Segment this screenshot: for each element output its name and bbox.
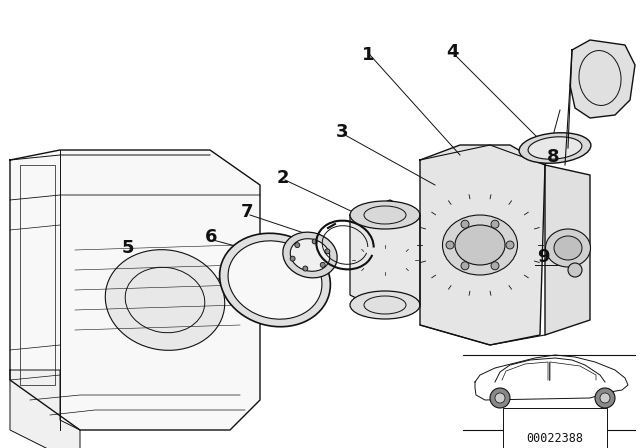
- Text: 8: 8: [547, 148, 559, 166]
- Circle shape: [461, 220, 469, 228]
- Ellipse shape: [519, 133, 591, 163]
- Ellipse shape: [455, 225, 505, 265]
- Text: 4: 4: [445, 43, 458, 61]
- Circle shape: [506, 241, 514, 249]
- Circle shape: [461, 262, 469, 270]
- Ellipse shape: [291, 239, 330, 271]
- Ellipse shape: [350, 201, 420, 229]
- Polygon shape: [545, 165, 590, 335]
- Circle shape: [491, 220, 499, 228]
- Polygon shape: [570, 40, 635, 118]
- Circle shape: [595, 388, 615, 408]
- Polygon shape: [10, 370, 80, 448]
- Text: 2: 2: [276, 169, 289, 187]
- Ellipse shape: [228, 241, 322, 319]
- Ellipse shape: [545, 229, 591, 267]
- Circle shape: [295, 243, 300, 248]
- Ellipse shape: [350, 291, 420, 319]
- Text: 6: 6: [205, 228, 217, 246]
- Text: 9: 9: [537, 248, 549, 266]
- Circle shape: [568, 263, 582, 277]
- Circle shape: [600, 393, 610, 403]
- Ellipse shape: [220, 233, 330, 327]
- Ellipse shape: [105, 250, 225, 350]
- Ellipse shape: [283, 232, 337, 278]
- Polygon shape: [420, 145, 545, 345]
- Circle shape: [491, 262, 499, 270]
- Ellipse shape: [528, 137, 582, 159]
- Circle shape: [495, 393, 505, 403]
- Circle shape: [312, 239, 317, 244]
- Circle shape: [446, 241, 454, 249]
- Text: 3: 3: [336, 123, 348, 141]
- Circle shape: [325, 249, 330, 254]
- Circle shape: [290, 256, 295, 261]
- Circle shape: [490, 388, 510, 408]
- Polygon shape: [10, 150, 260, 430]
- Text: 1: 1: [362, 46, 374, 64]
- Text: 00022388: 00022388: [527, 431, 584, 444]
- Circle shape: [320, 263, 325, 267]
- Text: 5: 5: [122, 239, 134, 257]
- Circle shape: [303, 266, 308, 271]
- Ellipse shape: [554, 236, 582, 260]
- Ellipse shape: [442, 215, 518, 275]
- Polygon shape: [350, 200, 420, 310]
- Text: 7: 7: [241, 203, 253, 221]
